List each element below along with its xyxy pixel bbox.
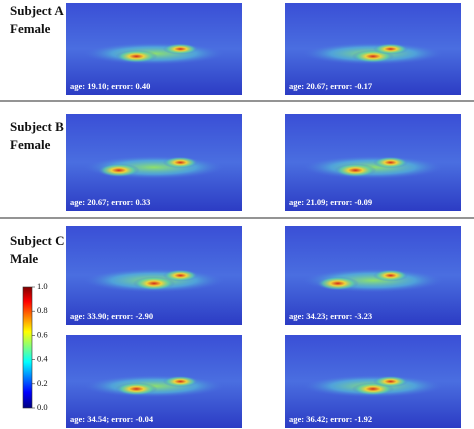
image-caption: age: 20.67; error: 0.33 — [70, 197, 150, 207]
image-caption: age: 19.10; error: 0.40 — [70, 81, 150, 91]
image-caption: age: 36.42; error: -1.92 — [289, 414, 372, 424]
heat-region — [97, 163, 140, 178]
colorbar-tick-label: 0.4 — [37, 354, 48, 364]
heat-region — [334, 163, 377, 178]
subject-sex: Female — [10, 21, 51, 36]
heat-region — [373, 156, 409, 169]
subject-name: Subject C — [10, 233, 65, 248]
image-caption: age: 33.90; error: -2.90 — [70, 311, 153, 321]
colorbar-tick-label: 1.0 — [37, 281, 48, 291]
colorbar-tick-label: 0.6 — [37, 329, 48, 339]
colorbar-tick-label: 0.2 — [37, 378, 48, 388]
heat-region — [132, 276, 176, 291]
image-caption: age: 34.23; error: -3.23 — [289, 311, 372, 321]
heat-region — [115, 382, 158, 396]
colorbar-tick-label: 0.0 — [37, 402, 48, 412]
heat-region — [162, 43, 198, 55]
image-caption: age: 34.54; error: -0.04 — [70, 414, 154, 424]
image-caption: age: 21.09; error: -0.09 — [289, 197, 372, 207]
heat-region — [373, 375, 409, 388]
heat-region — [316, 276, 359, 291]
subject-sex: Female — [10, 137, 51, 152]
subject-name: Subject B — [10, 119, 64, 134]
heat-region — [162, 269, 198, 282]
colorbar-tick-label: 0.8 — [37, 305, 48, 315]
subject-name: Subject A — [10, 3, 64, 18]
heat-region — [373, 269, 409, 282]
image-caption: age: 20.67; error: -0.17 — [289, 81, 373, 91]
colorbar — [22, 286, 33, 409]
heat-region — [373, 43, 409, 55]
heat-region — [162, 375, 198, 388]
subject-sex: Male — [10, 251, 38, 266]
heat-region — [162, 156, 198, 169]
heat-region — [115, 49, 158, 63]
